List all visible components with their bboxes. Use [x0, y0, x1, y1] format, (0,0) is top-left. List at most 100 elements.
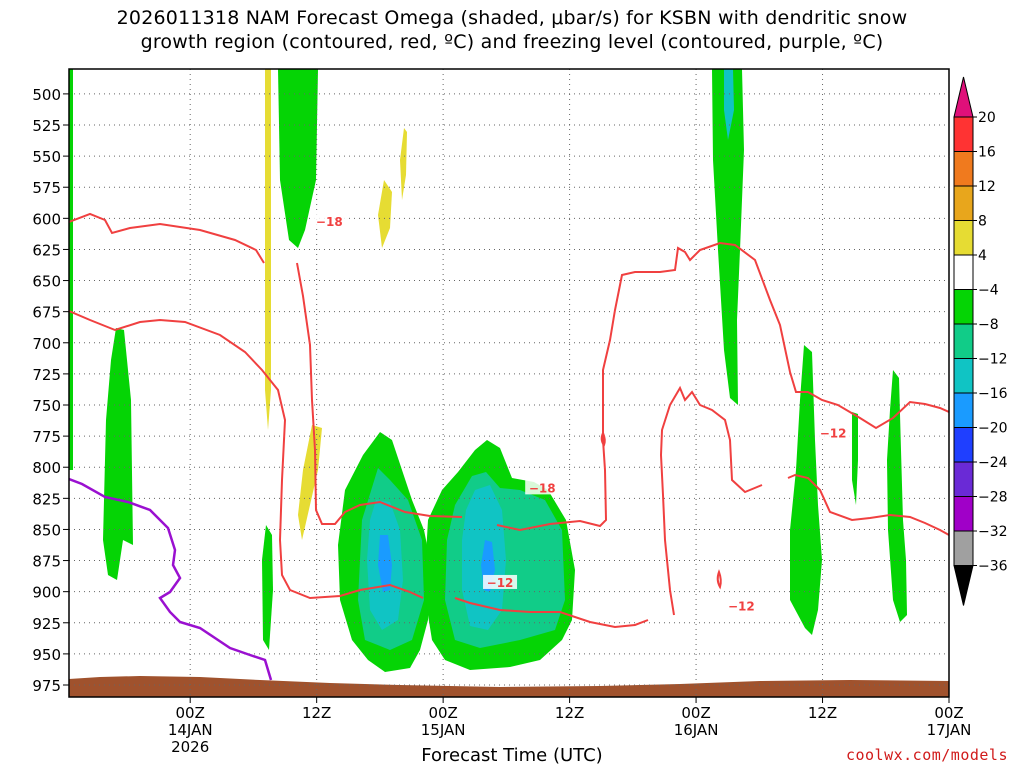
x-tick-date: 15JAN — [421, 721, 466, 739]
colorbar-bottom-arrow — [953, 565, 974, 606]
y-axis: 500 525 550 575 600 625 650 675 700 725 750 775 800 8… — [32, 86, 69, 695]
x-tick-label: 00Z — [176, 704, 205, 722]
colorbar-swatch — [953, 151, 974, 187]
y-tick-label: 500 — [32, 86, 61, 104]
y-tick-label: 925 — [32, 615, 61, 633]
dgz-contour-minus12-closed — [600, 430, 606, 447]
omega-sink-region — [69, 69, 73, 470]
colorbar-label: 16 — [978, 145, 996, 161]
chart-title: 2026011318 NAM Forecast Omega (shaded, μ… — [0, 6, 1024, 54]
omega-sink-region — [712, 69, 744, 405]
dgz-contour-minus18 — [496, 241, 949, 532]
y-tick-label: 875 — [32, 553, 61, 571]
freezing-level-contour — [69, 477, 273, 681]
colorbar-swatch — [953, 220, 974, 256]
y-tick-label: 750 — [32, 397, 61, 415]
colorbar-top-arrow — [953, 76, 974, 118]
y-tick-label: 700 — [32, 335, 61, 353]
ground-surface — [69, 676, 949, 697]
dgz-contour-minus12 — [454, 597, 649, 629]
colorbar-swatch — [953, 427, 974, 463]
dgz-contour-minus18 — [69, 212, 265, 264]
omega-sink-region — [852, 412, 858, 505]
y-tick-label: 675 — [32, 304, 61, 322]
x-tick-label: 12Z — [555, 704, 584, 722]
colorbar-label: −8 — [978, 317, 999, 333]
colorbar-swatch — [953, 461, 974, 497]
y-tick-label: 825 — [32, 490, 61, 508]
colorbar-label: −32 — [978, 524, 1008, 540]
x-tick-date: 17JAN — [927, 721, 972, 739]
y-tick-label: 575 — [32, 179, 61, 197]
contour-label-bg — [483, 574, 518, 589]
colorbar-label: 4 — [978, 248, 987, 264]
y-tick-label: 800 — [32, 459, 61, 477]
colorbar-swatch — [953, 496, 974, 532]
y-tick-label: 525 — [32, 117, 61, 135]
colorbar-label: 20 — [978, 110, 996, 126]
colorbar-swatch — [953, 530, 974, 566]
colorbar-label: −16 — [978, 386, 1008, 402]
y-tick-label: 600 — [32, 210, 61, 228]
colorbar-label: −20 — [978, 421, 1008, 437]
x-tick-label: 12Z — [302, 704, 331, 722]
y-tick-label: 950 — [32, 646, 61, 664]
colorbar-swatch — [953, 254, 974, 290]
y-tick-label: 975 — [32, 677, 61, 695]
colorbar-label: 8 — [978, 214, 987, 230]
x-tick-label: 00Z — [681, 704, 710, 722]
y-tick-label: 550 — [32, 148, 61, 166]
contour-label-bg — [312, 214, 347, 229]
colorbar-swatch — [953, 392, 974, 428]
colorbar-swatch — [953, 185, 974, 221]
omega-sink-region — [103, 328, 133, 580]
colorbar-swatch — [953, 289, 974, 325]
contour-label-bg — [816, 425, 851, 440]
omega-rise-region — [378, 180, 392, 248]
omega-rise-region — [400, 128, 407, 200]
colorbar-swatch — [953, 323, 974, 359]
site-credit: coolwx.com/models — [845, 746, 1008, 764]
dgz-contour-minus12 — [659, 385, 763, 616]
colorbar-label: 12 — [978, 179, 996, 195]
contour-label: −18 — [529, 481, 556, 495]
contour-label: −12 — [728, 600, 755, 614]
chart-title-line1: 2026011318 NAM Forecast Omega (shaded, μ… — [116, 7, 908, 29]
omega-sink-core — [378, 535, 392, 592]
contour-label: −18 — [316, 215, 343, 229]
x-axis-label: Forecast Time (UTC) — [421, 745, 603, 766]
plot-border — [68, 68, 950, 698]
dgz-contour-minus12 — [787, 473, 949, 536]
omega-sink-region — [278, 69, 318, 248]
omega-sink-region — [790, 345, 822, 635]
contour-label: −12 — [820, 427, 847, 441]
y-tick-label: 650 — [32, 273, 61, 291]
contour-label-bg — [525, 480, 560, 495]
colorbar-swatch — [953, 116, 974, 152]
x-tick-date: 16JAN — [674, 721, 719, 739]
colorbar-label: −28 — [978, 490, 1008, 506]
x-tick-label: 00Z — [934, 704, 963, 722]
omega-sink-region — [262, 525, 273, 650]
x-tick-year: 2026 — [171, 738, 209, 756]
dgz-contour-minus12-closed — [716, 569, 722, 590]
dgz-contour-minus18 — [296, 262, 463, 525]
x-tick-label: 12Z — [808, 704, 837, 722]
x-tick-label: 00Z — [428, 704, 457, 722]
omega-sink-region — [887, 370, 907, 622]
y-tick-label: 775 — [32, 428, 61, 446]
omega-sink-region-strong — [724, 69, 734, 140]
y-tick-label: 850 — [32, 521, 61, 539]
contour-label: −12 — [487, 576, 514, 590]
y-tick-label: 725 — [32, 366, 61, 384]
colorbar-label: −24 — [978, 455, 1008, 471]
x-tick-date: 14JAN — [168, 721, 213, 739]
dgz-contours — [69, 212, 949, 629]
y-tick-label: 900 — [32, 584, 61, 602]
colorbar-label: −4 — [978, 283, 999, 299]
y-tick-label: 625 — [32, 241, 61, 259]
plot-grid — [69, 69, 950, 697]
chart-title-line2: growth region (contoured, red, ºC) and f… — [140, 31, 884, 53]
